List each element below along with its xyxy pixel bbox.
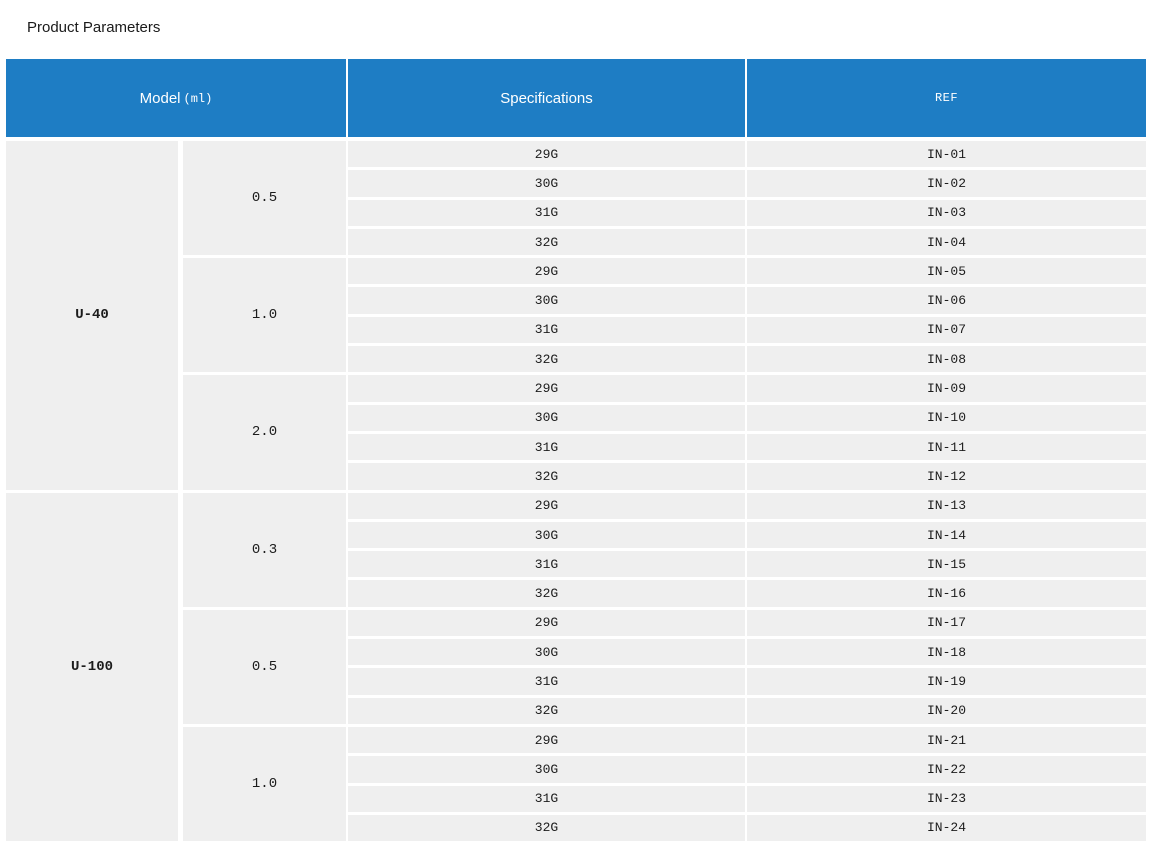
ref-cell: IN-04 xyxy=(747,228,1146,256)
ref-cell: IN-22 xyxy=(747,756,1146,783)
ref-cell: IN-19 xyxy=(747,668,1146,695)
ref-cell: IN-20 xyxy=(747,697,1146,724)
header-model-unit: (ml) xyxy=(183,92,213,106)
ref-cell: IN-01 xyxy=(747,141,1146,168)
ref-cell: IN-03 xyxy=(747,199,1146,226)
spec-cell: 31G xyxy=(348,433,745,461)
spec-cell: 29G xyxy=(348,375,745,402)
spec-cell: 31G xyxy=(348,199,745,226)
spec-cell: 31G xyxy=(348,668,745,695)
ref-cell: IN-07 xyxy=(747,316,1146,344)
volume-cell: 0.5 xyxy=(183,609,346,724)
spec-cell: 32G xyxy=(348,463,745,490)
ref-cell: IN-06 xyxy=(747,287,1146,314)
spec-cell: 32G xyxy=(348,580,745,607)
volume-cell: 0.3 xyxy=(183,492,346,607)
spec-cell: 30G xyxy=(348,170,745,197)
volume-cell: 1.0 xyxy=(183,726,346,842)
spec-cell: 29G xyxy=(348,258,745,285)
spec-cell: 31G xyxy=(348,316,745,344)
volume-cell: 0.5 xyxy=(183,141,346,256)
spec-cell: 31G xyxy=(348,551,745,578)
volume-cell: 2.0 xyxy=(183,375,346,490)
table-body: U-40 0.5 29G IN-01 30G IN-02 31G IN-03 32G IN-04 1… xyxy=(6,141,1146,842)
spec-cell: 31G xyxy=(348,785,745,812)
spec-cell: 30G xyxy=(348,639,745,666)
header-ref: REF xyxy=(747,59,1146,137)
ref-cell: IN-18 xyxy=(747,639,1146,666)
ref-cell: IN-15 xyxy=(747,551,1146,578)
ref-cell: IN-05 xyxy=(747,258,1146,285)
header-specifications: Specifications xyxy=(348,59,745,137)
ref-cell: IN-24 xyxy=(747,814,1146,842)
ref-cell: IN-16 xyxy=(747,580,1146,607)
ref-cell: IN-09 xyxy=(747,375,1146,402)
spec-cell: 30G xyxy=(348,756,745,783)
volume-cell: 1.0 xyxy=(183,258,346,373)
model-cell: U-40 xyxy=(6,141,178,490)
spec-cell: 32G xyxy=(348,346,745,373)
ref-cell: IN-17 xyxy=(747,609,1146,637)
spec-cell: 29G xyxy=(348,726,745,754)
header-model: Model (ml) xyxy=(6,59,346,137)
spec-cell: 29G xyxy=(348,141,745,168)
spec-cell: 32G xyxy=(348,228,745,256)
product-parameters-table: Model (ml) Specifications REF U-40 0.5 29G… xyxy=(6,59,1146,842)
model-cell: U-100 xyxy=(6,492,178,842)
ref-cell: IN-21 xyxy=(747,726,1146,754)
ref-cell: IN-08 xyxy=(747,346,1146,373)
spec-cell: 29G xyxy=(348,492,745,519)
ref-cell: IN-23 xyxy=(747,785,1146,812)
ref-cell: IN-13 xyxy=(747,492,1146,519)
ref-cell: IN-12 xyxy=(747,463,1146,490)
spec-cell: 30G xyxy=(348,521,745,549)
header-model-label: Model xyxy=(139,89,181,107)
spec-cell: 32G xyxy=(348,697,745,724)
page-title: Product Parameters xyxy=(27,19,161,36)
spec-cell: 30G xyxy=(348,287,745,314)
ref-cell: IN-11 xyxy=(747,433,1146,461)
table-header: Model (ml) Specifications REF xyxy=(6,59,1146,137)
ref-cell: IN-10 xyxy=(747,404,1146,431)
spec-cell: 30G xyxy=(348,404,745,431)
ref-cell: IN-02 xyxy=(747,170,1146,197)
spec-cell: 32G xyxy=(348,814,745,842)
ref-cell: IN-14 xyxy=(747,521,1146,549)
spec-cell: 29G xyxy=(348,609,745,637)
